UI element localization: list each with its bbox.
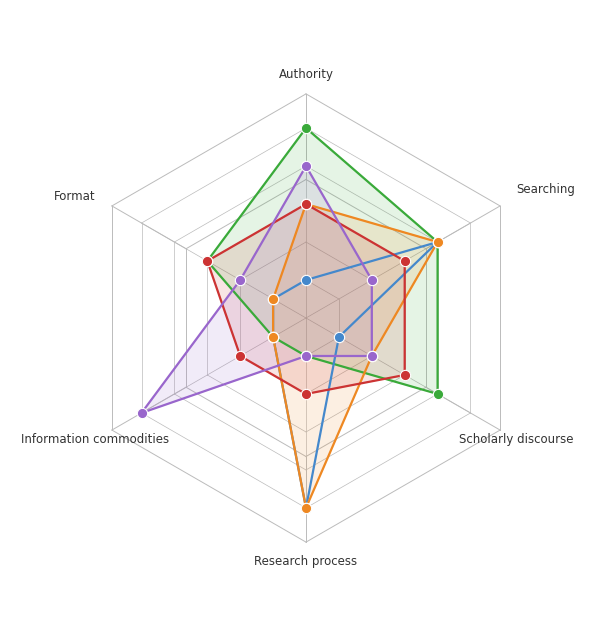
Point xyxy=(301,123,311,133)
Point xyxy=(203,256,212,266)
Point xyxy=(367,275,377,285)
Point xyxy=(268,294,278,304)
Point xyxy=(301,503,311,513)
Point xyxy=(367,351,377,361)
Point xyxy=(301,199,311,209)
Point xyxy=(301,275,311,285)
Point xyxy=(433,237,442,247)
Polygon shape xyxy=(207,204,405,394)
Point xyxy=(268,332,278,342)
Point xyxy=(433,237,442,247)
Text: Scholarly discourse: Scholarly discourse xyxy=(459,433,574,446)
Text: Research process: Research process xyxy=(255,555,357,567)
Point xyxy=(400,370,409,380)
Point xyxy=(301,351,311,361)
Point xyxy=(268,332,278,342)
Point xyxy=(433,237,442,247)
Text: Searching: Searching xyxy=(517,183,575,197)
Point xyxy=(400,256,409,266)
Point xyxy=(203,256,212,266)
Point xyxy=(334,332,344,342)
Point xyxy=(268,332,278,342)
Polygon shape xyxy=(141,166,372,413)
Point xyxy=(301,503,311,513)
Point xyxy=(301,199,311,209)
Point xyxy=(367,351,377,361)
Point xyxy=(301,389,311,399)
Text: Information commodities: Information commodities xyxy=(21,433,170,446)
Text: Authority: Authority xyxy=(278,69,334,81)
Point xyxy=(433,389,442,399)
Polygon shape xyxy=(207,128,438,394)
Point xyxy=(301,351,311,361)
Text: Format: Format xyxy=(54,190,95,203)
Polygon shape xyxy=(273,204,438,508)
Point xyxy=(268,294,278,304)
Point xyxy=(301,161,311,171)
Point xyxy=(235,351,245,361)
Point xyxy=(235,275,245,285)
Point xyxy=(136,408,146,418)
